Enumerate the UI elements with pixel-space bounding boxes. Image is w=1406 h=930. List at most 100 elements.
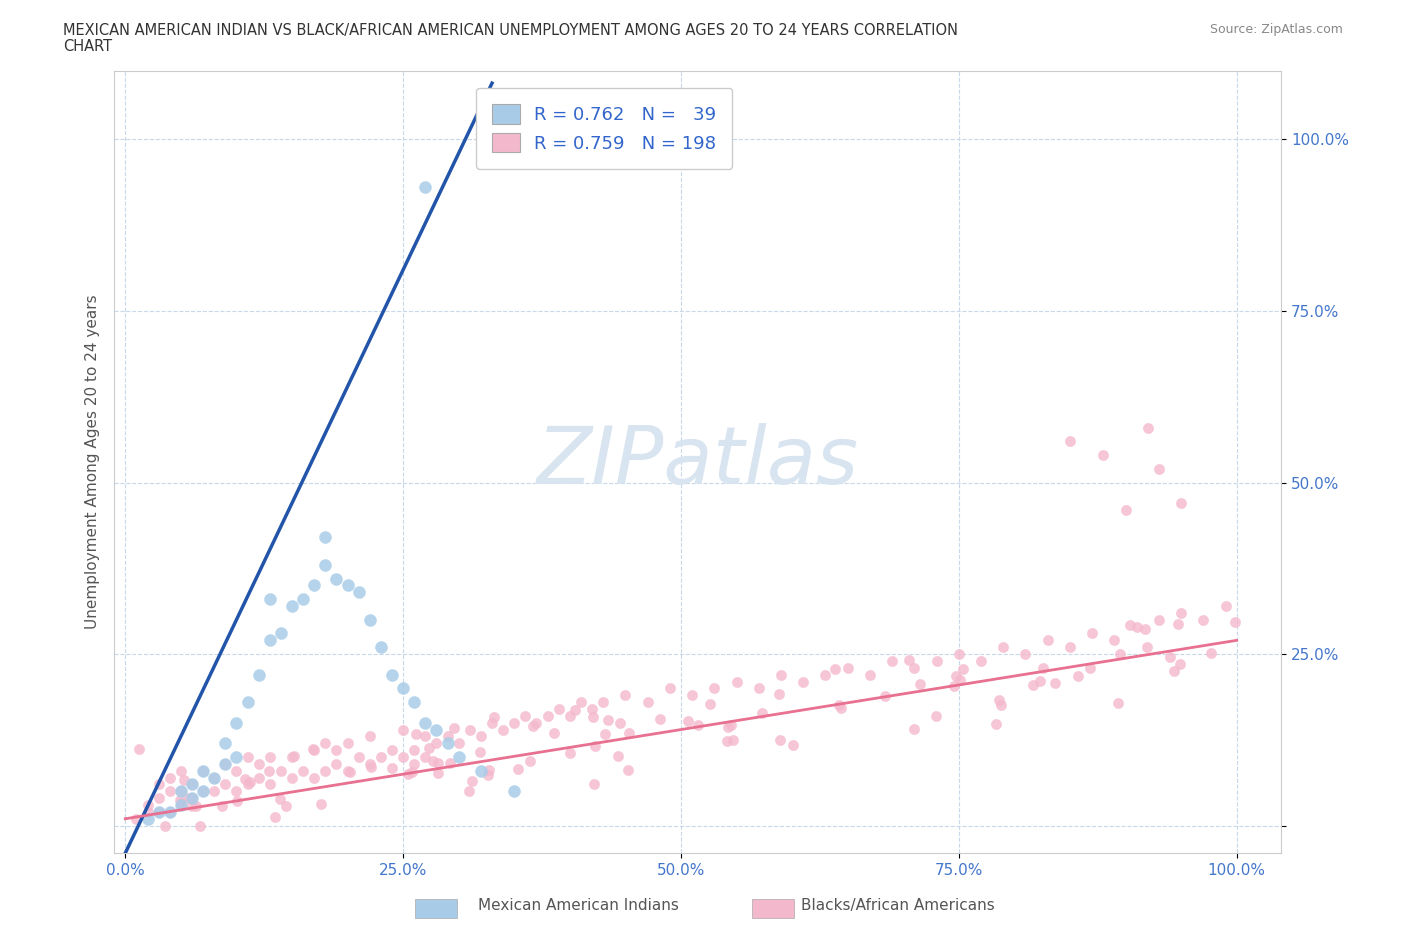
Point bbox=[128, 742, 150, 757]
Point bbox=[703, 681, 725, 696]
Point bbox=[547, 701, 569, 716]
Point bbox=[1163, 664, 1185, 679]
Point bbox=[136, 804, 159, 819]
Point bbox=[768, 687, 790, 702]
Point bbox=[470, 729, 492, 744]
Point bbox=[415, 729, 437, 744]
Point bbox=[159, 804, 181, 819]
Point bbox=[908, 677, 931, 692]
Point bbox=[1119, 618, 1142, 632]
Point bbox=[1059, 434, 1081, 449]
Point bbox=[942, 679, 965, 694]
Point bbox=[903, 660, 925, 675]
Point bbox=[481, 715, 503, 730]
Point bbox=[949, 672, 972, 687]
Point bbox=[136, 798, 159, 813]
Point bbox=[381, 667, 404, 682]
Point bbox=[721, 732, 744, 747]
Y-axis label: Unemployment Among Ages 20 to 24 years: Unemployment Among Ages 20 to 24 years bbox=[86, 295, 100, 630]
Point bbox=[792, 674, 814, 689]
Point bbox=[1014, 646, 1036, 661]
Point bbox=[314, 736, 336, 751]
Point bbox=[188, 818, 211, 833]
Point bbox=[436, 736, 458, 751]
Point bbox=[155, 818, 177, 833]
Point bbox=[359, 729, 381, 744]
Point bbox=[281, 770, 304, 785]
Point bbox=[292, 591, 315, 606]
Point bbox=[259, 777, 281, 792]
Point bbox=[404, 743, 426, 758]
Point bbox=[276, 799, 298, 814]
Point bbox=[477, 767, 499, 782]
Point bbox=[830, 701, 852, 716]
Point bbox=[1104, 633, 1126, 648]
Point bbox=[225, 750, 247, 764]
Point bbox=[875, 688, 897, 703]
Point bbox=[281, 599, 304, 614]
Point bbox=[170, 795, 193, 810]
Point bbox=[159, 804, 181, 819]
Point bbox=[259, 750, 281, 764]
Point bbox=[247, 770, 270, 785]
Point bbox=[970, 654, 993, 669]
Point bbox=[148, 790, 170, 805]
Point bbox=[1029, 673, 1052, 688]
Point bbox=[447, 750, 470, 764]
Point bbox=[181, 777, 204, 792]
Point bbox=[1078, 660, 1101, 675]
Point bbox=[637, 695, 659, 710]
Point bbox=[239, 775, 262, 790]
Point bbox=[837, 660, 859, 675]
Point bbox=[828, 698, 851, 712]
Point bbox=[247, 667, 270, 682]
Point bbox=[257, 764, 280, 778]
Point bbox=[302, 743, 325, 758]
Point bbox=[1036, 633, 1059, 648]
Point bbox=[392, 750, 415, 764]
Point bbox=[202, 770, 225, 785]
Point bbox=[186, 799, 208, 814]
Point bbox=[425, 722, 447, 737]
Point bbox=[1136, 420, 1159, 435]
Text: Mexican American Indians: Mexican American Indians bbox=[478, 897, 679, 912]
Point bbox=[269, 791, 291, 806]
Point bbox=[283, 749, 305, 764]
Point bbox=[170, 784, 193, 799]
Point bbox=[658, 681, 681, 696]
Point bbox=[439, 755, 461, 770]
Point bbox=[426, 766, 449, 781]
Point bbox=[236, 750, 259, 764]
Point bbox=[607, 749, 630, 764]
Point bbox=[336, 736, 359, 751]
Point bbox=[370, 640, 392, 655]
Point bbox=[314, 764, 336, 778]
Point bbox=[418, 740, 440, 755]
Point bbox=[225, 764, 247, 778]
Point bbox=[470, 764, 492, 778]
Point bbox=[401, 764, 423, 779]
Point bbox=[225, 715, 247, 730]
Point bbox=[1108, 646, 1130, 661]
Point bbox=[1115, 502, 1137, 517]
Point bbox=[281, 750, 304, 764]
Point bbox=[769, 667, 792, 682]
Point bbox=[581, 701, 603, 716]
Text: ZIPatlas: ZIPatlas bbox=[537, 423, 859, 501]
Point bbox=[614, 688, 637, 703]
Point bbox=[699, 697, 721, 711]
Point bbox=[447, 736, 470, 751]
Point bbox=[814, 667, 837, 682]
Point bbox=[458, 722, 481, 737]
Point bbox=[422, 753, 444, 768]
Point bbox=[492, 722, 515, 737]
Point bbox=[415, 180, 437, 195]
Point bbox=[336, 764, 359, 778]
Point bbox=[1147, 612, 1170, 627]
Point bbox=[903, 722, 925, 737]
Point bbox=[1192, 612, 1215, 627]
Text: CHART: CHART bbox=[63, 39, 112, 54]
Point bbox=[148, 777, 170, 792]
Point bbox=[325, 571, 347, 586]
Point bbox=[1059, 640, 1081, 655]
